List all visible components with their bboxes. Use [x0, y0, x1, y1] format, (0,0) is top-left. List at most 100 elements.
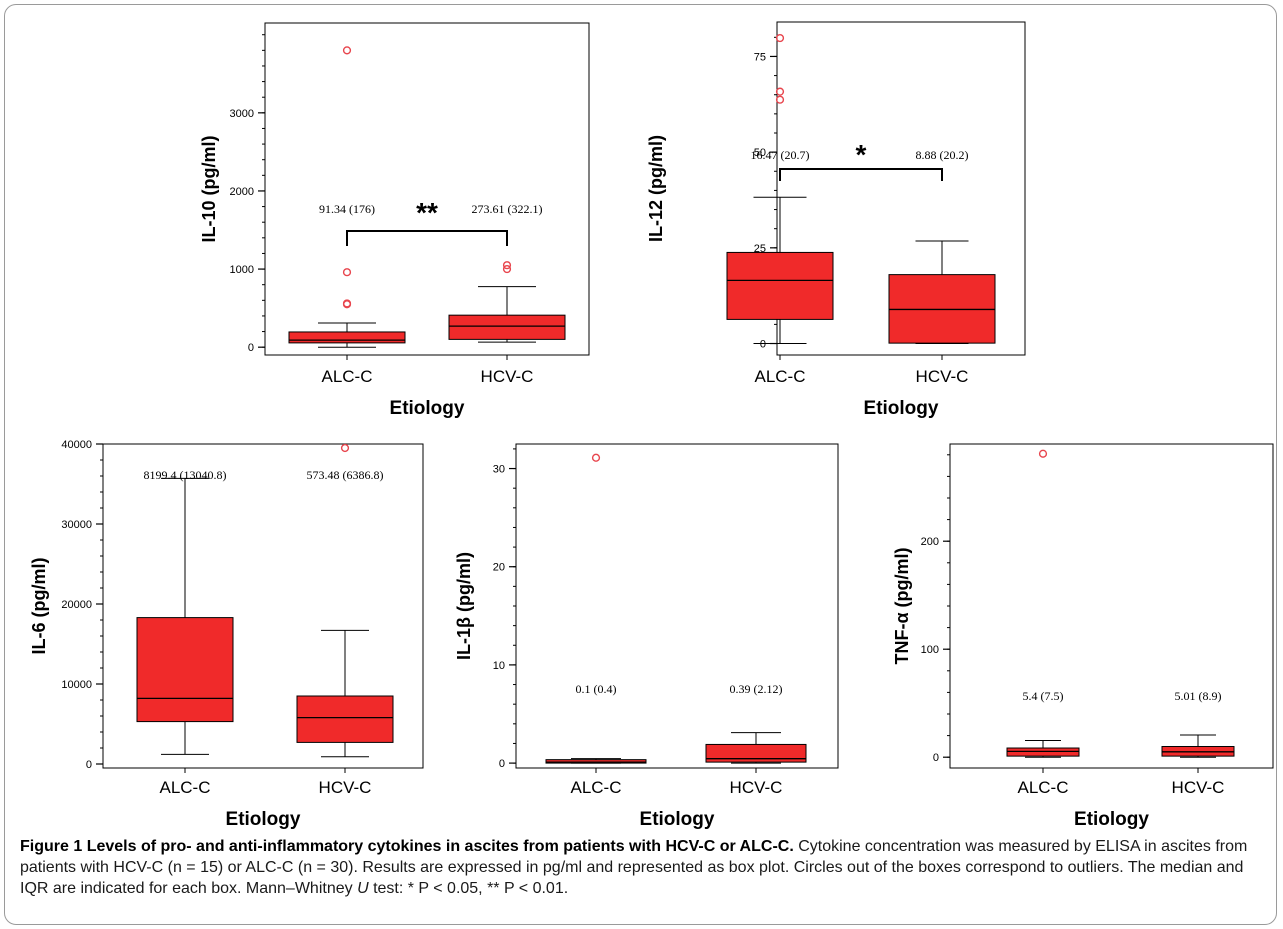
x-axis-title: Etiology [390, 398, 465, 419]
x-tick-label: HCV-C [319, 778, 372, 797]
y-axis-title: IL-1β (pg/ml) [454, 552, 474, 660]
outlier-point [775, 33, 785, 43]
caption-title: Levels of pro- and anti-inflammatory cyt… [86, 838, 794, 855]
plot-frame [515, 443, 839, 769]
y-axis-title: IL-10 (pg/ml) [199, 135, 219, 242]
plot-frame [776, 21, 1026, 356]
median-iqr-label: 91.34 (176) [319, 202, 375, 216]
box-hcv-c: 273.61 (322.1) HCV-C [448, 202, 566, 386]
box-hcv-c: 5.01 (8.9) HCV-C [1161, 689, 1235, 797]
caption-body-1: Cytokine concentration was measured by E… [20, 838, 1248, 897]
panel-2: 0 25 50 75 16.47 (20.7) ALC-C 8.88 (20.2) HCV-C… [646, 21, 1026, 419]
y-tick-label: 40000 [61, 439, 92, 451]
outlier-point [502, 261, 512, 270]
y-tick-label: 20 [493, 562, 505, 574]
y-tick-label: 20000 [61, 599, 92, 611]
y-tick-label: 0 [760, 339, 766, 351]
median-iqr-label: 5.4 (7.5) [1023, 689, 1064, 703]
median-iqr-label: 8.88 (20.2) [916, 148, 969, 162]
x-axis-title: Etiology [1074, 809, 1149, 830]
y-tick-label: 1000 [230, 264, 254, 276]
y-tick-label: 100 [921, 644, 939, 656]
outlier-point [1038, 449, 1048, 458]
y-tick-label: 30000 [61, 519, 92, 531]
figure-caption: Figure 1 Levels of pro- and anti-inflamm… [20, 836, 1265, 899]
iqr-box [136, 617, 234, 723]
y-tick-label: 2000 [230, 186, 254, 198]
caption-body-italic: U [357, 880, 369, 897]
caption-body-2: test: * P < 0.05, ** P < 0.01. [368, 880, 569, 897]
y-tick-label: 3000 [230, 108, 254, 120]
box-alc-c: 91.34 (176) ALC-C [288, 46, 406, 386]
x-tick-label: HCV-C [481, 367, 534, 386]
panel-3: 0 10000 20000 30000 40000 8199.4 (13040.8) ALC… [29, 439, 424, 830]
x-tick-label: HCV-C [916, 367, 969, 386]
x-tick-label: ALC-C [754, 367, 805, 386]
figure-frame [4, 4, 1277, 925]
caption-label: Figure 1 [20, 838, 83, 855]
iqr-box [288, 331, 406, 344]
outlier-point [775, 95, 785, 104]
box-hcv-c: 8.88 (20.2) HCV-C [888, 148, 996, 386]
y-tick-label: 10000 [61, 679, 92, 691]
median-iqr-label: 273.61 (322.1) [472, 202, 543, 216]
iqr-box [1006, 747, 1080, 757]
y-tick-label: 30 [493, 464, 505, 476]
y-tick-label: 0 [86, 759, 92, 771]
x-tick-label: HCV-C [730, 778, 783, 797]
median-iqr-label: 5.01 (8.9) [1175, 689, 1222, 703]
y-axis-title: TNF-α (pg/ml) [892, 547, 912, 664]
y-tick-label: 200 [921, 536, 939, 548]
y-tick-label: 75 [754, 51, 766, 63]
median-iqr-label: 573.48 (6386.8) [307, 468, 384, 482]
iqr-box [448, 314, 566, 340]
plot-frame [102, 443, 424, 769]
x-axis-title: Etiology [640, 809, 715, 830]
y-tick-label: 50 [754, 147, 766, 159]
box-alc-c: 5.4 (7.5) ALC-C [1006, 449, 1080, 797]
x-tick-label: ALC-C [570, 778, 621, 797]
median-iqr-label: 8199.4 (13040.8) [144, 468, 227, 482]
iqr-box [545, 759, 647, 764]
iqr-box [726, 251, 834, 320]
y-tick-label: 25 [754, 243, 766, 255]
outlier-point [502, 264, 512, 274]
x-tick-label: ALC-C [159, 778, 210, 797]
y-tick-label: 0 [248, 342, 254, 354]
panel-5: 0 100 200 5.4 (7.5) ALC-C 5.01 (8.9) HCV-C Etio… [892, 443, 1274, 830]
x-axis-title: Etiology [864, 398, 939, 419]
plot-frame [949, 443, 1274, 769]
box-alc-c: 0.1 (0.4) ALC-C [545, 453, 647, 797]
y-tick-label: 10 [493, 660, 505, 672]
panel-4: 0 10 20 30 0.1 (0.4) ALC-C 0.39 (2.12) HCV-C Eti… [454, 443, 839, 830]
significance-bracket [779, 168, 943, 181]
panel-1: 0 1000 2000 3000 91.34 (176) ALC-C 273.61 (322… [199, 22, 590, 419]
box-alc-c: 8199.4 (13040.8) ALC-C [136, 468, 234, 797]
y-axis-title: IL-6 (pg/ml) [29, 558, 49, 655]
median-iqr-label: 16.47 (20.7) [751, 148, 810, 162]
x-tick-label: ALC-C [321, 367, 372, 386]
plot-frame [264, 22, 590, 356]
x-axis-title: Etiology [226, 809, 301, 830]
outlier-point [775, 87, 785, 96]
outlier-point [340, 443, 350, 453]
significance-stars: ** [416, 197, 438, 228]
y-tick-label: 0 [499, 758, 505, 770]
box-hcv-c: 0.39 (2.12) HCV-C [705, 682, 807, 797]
iqr-box [296, 695, 394, 743]
x-tick-label: HCV-C [1172, 778, 1225, 797]
significance-stars: * [856, 139, 867, 170]
iqr-box [705, 743, 807, 763]
outlier-point [342, 46, 352, 55]
outlier-point [342, 268, 352, 277]
box-alc-c: 16.47 (20.7) ALC-C [726, 33, 834, 386]
y-tick-label: 0 [933, 752, 939, 764]
outlier-point [591, 453, 601, 462]
y-axis-title: IL-12 (pg/ml) [646, 135, 666, 242]
box-hcv-c: 573.48 (6386.8) HCV-C [296, 443, 394, 797]
x-tick-label: ALC-C [1017, 778, 1068, 797]
median-iqr-label: 0.1 (0.4) [576, 682, 617, 696]
significance-bracket [346, 230, 508, 246]
outlier-point [342, 299, 352, 308]
